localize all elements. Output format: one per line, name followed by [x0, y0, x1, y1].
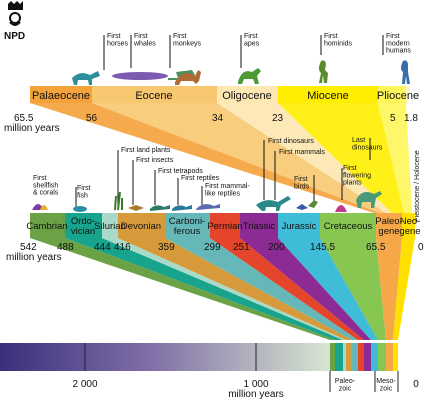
period-age: 0 — [418, 242, 424, 253]
mammal-icon — [296, 204, 308, 210]
period-triassic: Triassic — [243, 221, 276, 232]
period-permian: Permian — [207, 221, 242, 232]
npd-logo: NPD — [4, 1, 25, 42]
label-first-tetrapods: First tetrapods — [158, 168, 203, 175]
period-age: 359 — [158, 242, 175, 253]
bird-icon — [308, 200, 318, 208]
fish-icon — [73, 206, 87, 212]
period-cretaceous: Cretaceous — [324, 221, 373, 232]
epoch-bar: Palaeocene Eocene Oligocene Miocene Plio… — [30, 86, 421, 222]
monkey-icon — [175, 70, 201, 85]
period-age: 65.5 — [366, 242, 386, 253]
logo-text: NPD — [4, 31, 25, 42]
horse-icon — [72, 71, 100, 85]
label-last-dinosaurs: Last dinosaurs — [352, 137, 383, 151]
epoch-pliocene: Pliocene — [377, 90, 419, 102]
human-icon — [401, 60, 410, 84]
period-age: 416 — [114, 242, 131, 253]
flower-icon — [335, 205, 347, 212]
period-carboniferous: Carboni-ferous — [169, 216, 205, 237]
label-first-monkeys: First monkeys — [173, 33, 202, 47]
reptile-icon — [172, 205, 192, 211]
epoch-palaeocene: Palaeocene — [32, 90, 90, 102]
firsts-top: First horses First whales First monkeys Fir… — [103, 33, 411, 70]
firsts-bottom: First shellfish & corals First fish First l… — [33, 137, 383, 208]
epoch-miocene: Miocene — [307, 90, 349, 102]
hominid-icon — [319, 60, 328, 83]
period-start-unit: million years — [6, 252, 62, 263]
dinosaur-icon — [256, 196, 291, 211]
epoch-age-34: 34 — [212, 113, 224, 124]
epoch-eocene: Eocene — [135, 90, 172, 102]
period-paleogene: Paleo-gene — [375, 216, 402, 237]
timeline-zero: 0 — [413, 379, 419, 390]
holocene-label: Pleistocene / Holocene — [414, 150, 421, 222]
label-first-flowering-plants: First flowering plants — [343, 165, 371, 187]
period-cambrian: Cambrian — [26, 221, 67, 232]
epoch-start-value: 65.5 — [14, 113, 34, 124]
timeline-tick-1000: 1 000 — [243, 379, 268, 390]
period-neogene: Neo-gene — [399, 216, 420, 237]
crown-icon — [8, 1, 23, 10]
label-first-reptiles: First reptiles — [181, 175, 220, 182]
last-dinosaur-icon — [356, 191, 382, 208]
period-age: 299 — [204, 242, 221, 253]
plant-icon — [114, 191, 123, 211]
whale-icon — [112, 72, 168, 80]
label-first-insects: First insects — [136, 157, 174, 164]
period-silurian: Silurian — [94, 221, 126, 232]
insect-icon — [128, 205, 144, 211]
epoch-oligocene: Oligocene — [222, 90, 272, 102]
epoch-ages: 65.5 million years 56 34 23 5 1.8 — [4, 113, 418, 134]
period-age: 145.5 — [310, 242, 335, 253]
label-first-mammal-like-reptiles: First mammal-like reptiles — [205, 183, 250, 197]
label-first-modern-humans: First modern humans — [386, 33, 411, 55]
timeline-tick-2000: 2 000 — [72, 379, 97, 390]
timeline-bar: 2 000 1 000 million years Paleo-zoic Mes… — [0, 343, 419, 400]
label-first-hominids: First hominids — [324, 33, 353, 47]
label-first-whales: First whales — [133, 33, 156, 47]
period-age: 488 — [57, 242, 74, 253]
period-funnels — [30, 238, 415, 340]
period-bar: Cambrian Ordo-vician Silurian Devonian C… — [26, 213, 421, 238]
period-devonian: Devonian — [121, 221, 161, 232]
label-first-shellfish: First shellfish & corals — [33, 175, 59, 197]
period-age: 200 — [268, 242, 285, 253]
tetrapod-icon — [150, 205, 170, 211]
epoch-age-56: 56 — [86, 113, 98, 124]
era-paleozoic: Paleo-zoic — [335, 378, 356, 392]
label-first-apes: First apes — [244, 33, 260, 47]
period-ordovician: Ordo-vician — [71, 216, 95, 237]
label-first-mammals: First mammals — [279, 149, 325, 156]
epoch-age-1-8: 1.8 — [404, 113, 418, 124]
label-first-birds: First birds — [294, 176, 310, 190]
label-first-land-plants: First land plants — [121, 147, 171, 154]
lion-icon — [9, 12, 21, 24]
epoch-funnels — [30, 103, 412, 213]
epoch-age-23: 23 — [272, 113, 284, 124]
period-age: 444 — [94, 242, 111, 253]
label-first-fish: First fish — [77, 185, 91, 199]
era-mesozoic: Meso-zoic — [376, 378, 396, 392]
animals-top — [72, 60, 410, 85]
period-jurassic: Jurassic — [282, 221, 317, 232]
timeline-unit: million years — [228, 389, 284, 400]
period-ages: 542 million years 488 444 416 359 299 25… — [6, 242, 424, 263]
epoch-age-5: 5 — [390, 113, 396, 124]
period-age: 251 — [233, 242, 250, 253]
label-first-horses: First horses — [107, 33, 129, 47]
organisms-bottom — [32, 191, 382, 212]
label-first-dinosaurs: First dinosaurs — [268, 138, 314, 145]
epoch-start-unit: million years — [4, 123, 60, 134]
mammal-like-reptile-icon — [196, 204, 220, 210]
period-start-value: 542 — [20, 242, 37, 253]
ape-icon — [238, 68, 261, 84]
